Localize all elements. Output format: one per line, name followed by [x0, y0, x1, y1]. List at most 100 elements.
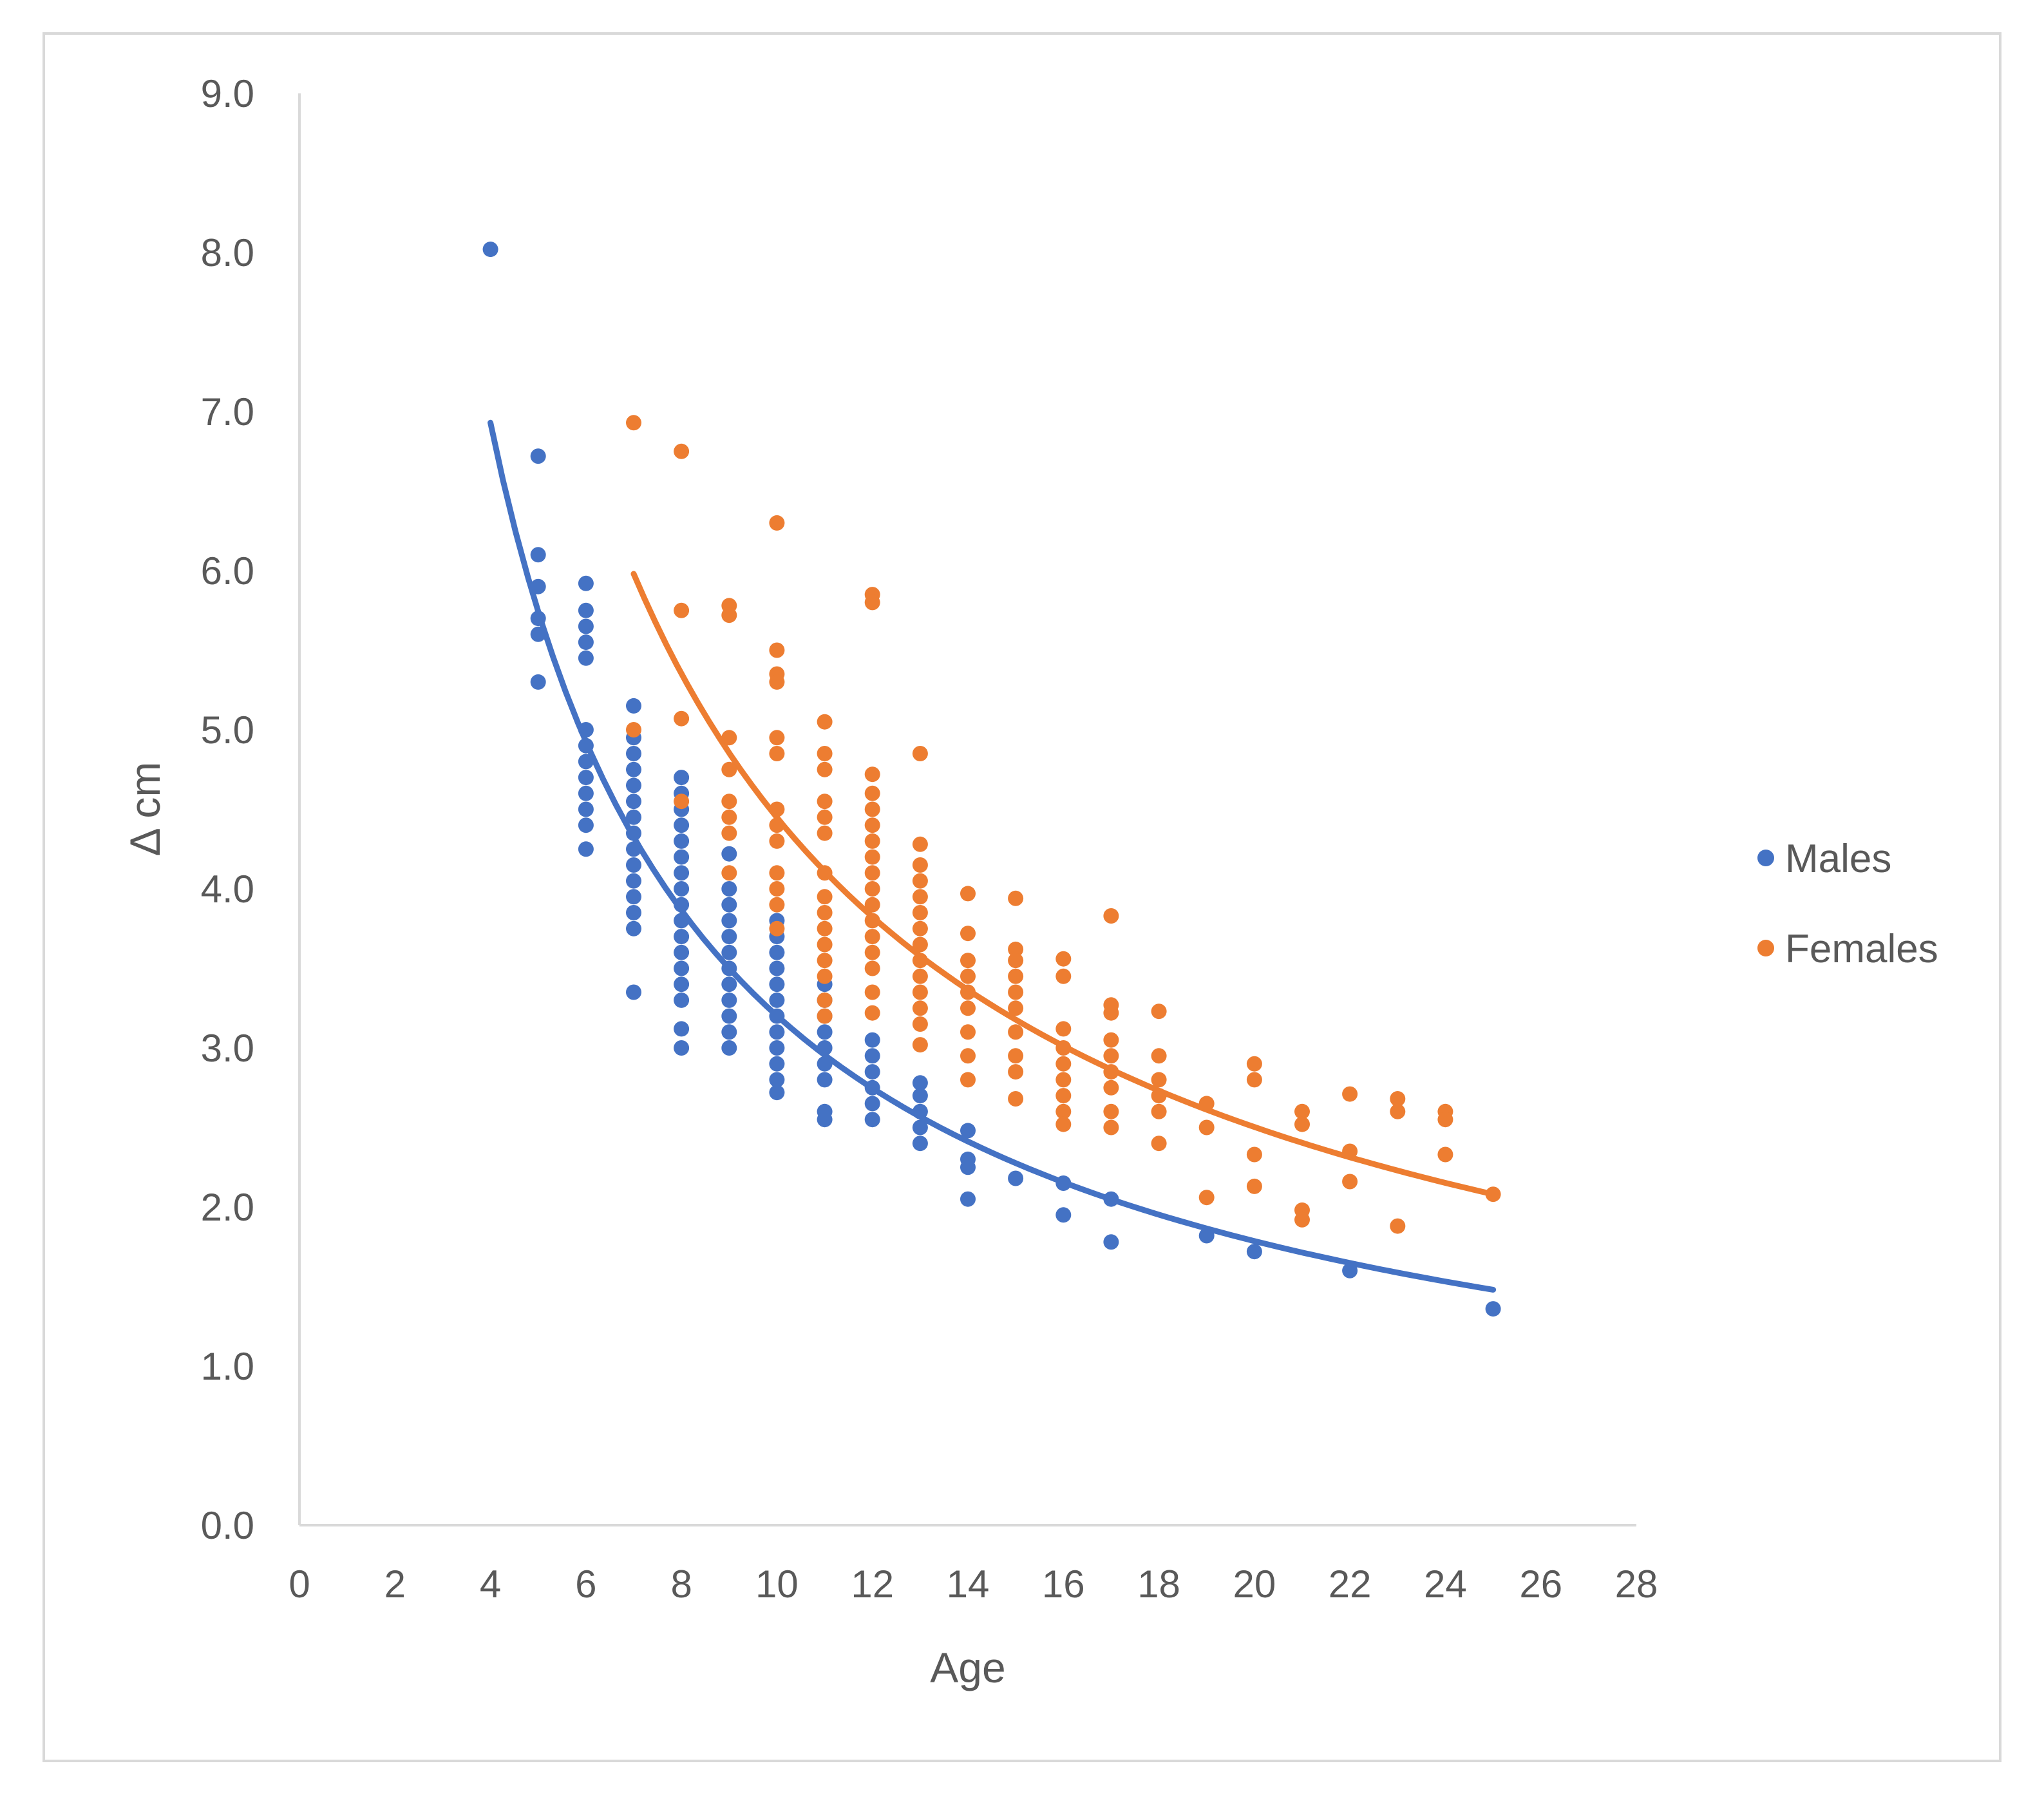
females-data-point [864, 1005, 880, 1021]
females-data-point [626, 415, 641, 431]
legend-marker-females [1757, 940, 1774, 956]
males-data-point [1485, 1301, 1501, 1317]
females-data-point [1294, 1116, 1310, 1132]
females-data-point [1008, 1091, 1024, 1107]
males-data-point [530, 448, 546, 464]
females-data-point [912, 746, 928, 761]
females-data-point [1390, 1218, 1406, 1234]
males-data-point [912, 1103, 928, 1119]
females-data-point [1008, 941, 1024, 957]
females-data-point [817, 968, 833, 984]
females-data-point [1008, 1048, 1024, 1064]
females-data-point [817, 905, 833, 920]
females-data-point [1342, 1143, 1358, 1159]
males-data-point [912, 1088, 928, 1104]
females-data-point [1103, 1005, 1119, 1021]
males-data-point [530, 578, 546, 594]
males-data-point [626, 905, 641, 920]
females-data-point [769, 817, 785, 833]
males-data-point [530, 674, 546, 690]
males-data-point [674, 913, 690, 929]
males-data-point [674, 976, 690, 993]
females-data-point [1342, 1174, 1358, 1190]
males-data-point [578, 817, 594, 833]
x-tick-label: 20 [1233, 1563, 1276, 1606]
females-data-point [1246, 1056, 1262, 1072]
females-data-point [721, 730, 737, 746]
females-data-point [1198, 1190, 1215, 1206]
females-data-point [1103, 1079, 1119, 1096]
females-data-point [769, 865, 785, 881]
males-data-point [578, 634, 594, 651]
females-data-point [960, 1000, 976, 1016]
males-data-point [674, 833, 690, 849]
females-data-point [1055, 1056, 1072, 1072]
females-data-point [960, 1024, 976, 1040]
females-data-point [864, 594, 880, 611]
males-data-point [912, 1119, 928, 1136]
males-data-point [721, 1024, 737, 1040]
males-data-point [626, 761, 641, 777]
males-data-point [769, 1056, 785, 1072]
females-data-point [960, 984, 976, 1000]
males-data-point [674, 992, 690, 1008]
females-data-point [769, 833, 785, 849]
males-data-point [578, 841, 594, 857]
females-data-point [817, 809, 833, 825]
males-data-point [864, 1079, 880, 1096]
females-data-point [912, 937, 928, 953]
males-data-point [578, 737, 594, 754]
females-data-point [1055, 1021, 1072, 1037]
males-data-point [817, 1056, 833, 1072]
females-data-point [769, 515, 785, 531]
females-data-point [1008, 984, 1024, 1000]
females-data-point [817, 761, 833, 777]
males-data-point [721, 976, 737, 993]
males-data-point [817, 1072, 833, 1088]
males-data-point [1103, 1234, 1119, 1250]
males-data-point [769, 976, 785, 993]
females-data-point [1437, 1112, 1453, 1128]
males-data-point [674, 770, 690, 786]
females-data-point [864, 865, 880, 881]
males-data-point [721, 846, 737, 862]
females-data-point [1151, 1003, 1167, 1020]
females-data-point [674, 443, 690, 459]
males-data-point [960, 1191, 976, 1207]
males-data-point [1198, 1228, 1215, 1244]
males-data-point [721, 881, 737, 897]
males-data-point [578, 722, 594, 737]
females-data-point [1103, 1048, 1119, 1064]
males-data-point [578, 618, 594, 634]
males-data-point [721, 929, 737, 945]
females-data-point [864, 785, 880, 801]
males-data-point [912, 1136, 928, 1152]
females-data-point [864, 897, 880, 913]
females-data-point [1008, 953, 1024, 969]
males-data-point [674, 944, 690, 960]
males-data-point [1103, 1191, 1119, 1207]
males-data-point [769, 960, 785, 976]
females-data-point [1246, 1072, 1262, 1088]
females-data-point [864, 801, 880, 817]
males-data-point [1055, 1207, 1072, 1223]
males-data-point [578, 602, 594, 618]
males-data-point [626, 777, 641, 794]
females-data-point [674, 710, 690, 727]
x-tick-label: 10 [755, 1563, 799, 1606]
x-tick-label: 26 [1519, 1563, 1562, 1606]
females-data-point [769, 674, 785, 690]
males-data-point [626, 889, 641, 905]
females-data-point [912, 889, 928, 905]
females-data-point [912, 857, 928, 873]
males-data-point [817, 1112, 833, 1128]
females-data-point [912, 920, 928, 937]
males-data-point [674, 1040, 690, 1056]
males-data-point [1246, 1244, 1262, 1260]
females-data-point [912, 905, 928, 920]
males-data-point [578, 801, 594, 817]
females-data-point [1390, 1103, 1406, 1119]
males-data-point [1008, 1170, 1024, 1186]
females-data-point [674, 794, 690, 810]
females-data-point [1342, 1086, 1358, 1102]
